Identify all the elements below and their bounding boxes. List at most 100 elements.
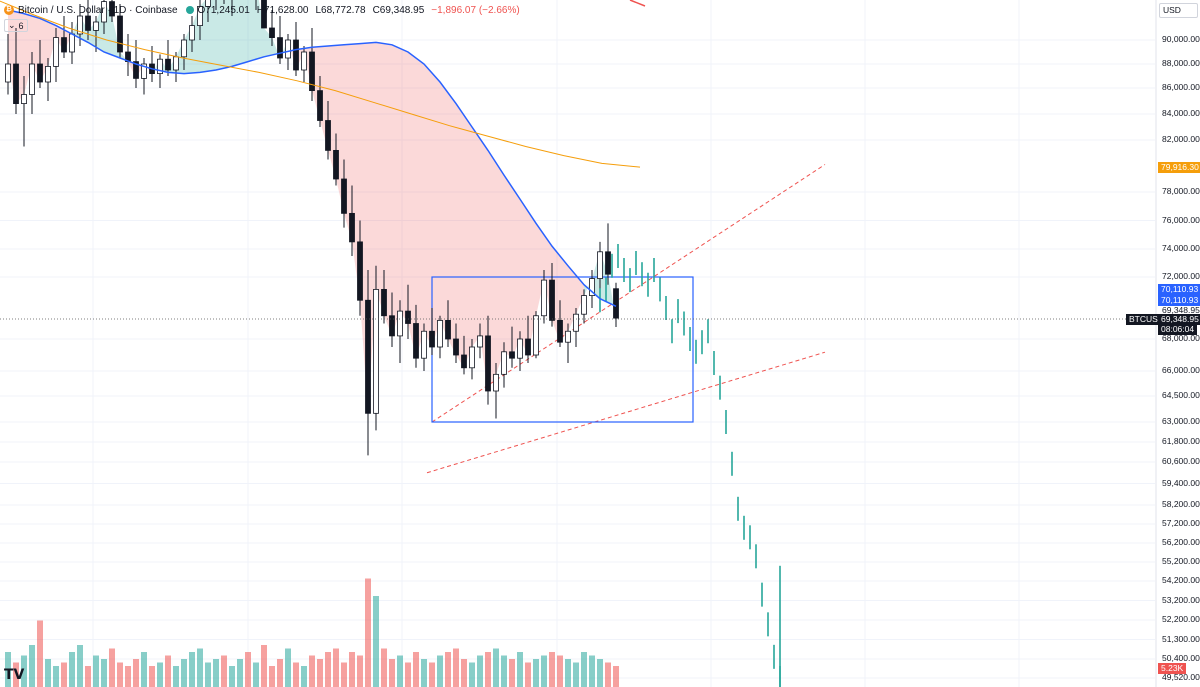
candle-body xyxy=(5,63,11,83)
candle-body xyxy=(85,15,91,31)
candle-body xyxy=(101,1,107,23)
volume-tag: 5.23K xyxy=(1158,663,1187,674)
currency-button[interactable]: USD xyxy=(1159,3,1198,18)
candle-body xyxy=(453,338,459,356)
candle-body xyxy=(277,37,283,59)
ma-fill-segment xyxy=(248,0,256,62)
candle-body xyxy=(413,323,419,359)
volume-bar xyxy=(613,666,619,687)
candle-body xyxy=(597,251,603,279)
volume-bar xyxy=(253,662,259,687)
volume-bar xyxy=(493,648,499,687)
volume-bar xyxy=(269,666,275,687)
candle-body xyxy=(117,15,123,53)
volume-bar xyxy=(565,659,571,687)
ma-short-price-tag-2: 70,110.93 xyxy=(1158,295,1200,306)
volume-bar xyxy=(69,652,75,687)
candle-body xyxy=(189,25,195,41)
candle-body xyxy=(405,310,411,324)
candle-body xyxy=(613,288,619,319)
volume-bar xyxy=(261,645,267,687)
volume-bar xyxy=(541,655,547,687)
volume-bar xyxy=(573,662,579,687)
volume-bar xyxy=(517,652,523,687)
ma-fill-segment xyxy=(392,44,400,336)
volume-bar xyxy=(461,659,467,687)
volume-bar xyxy=(165,655,171,687)
price-axis-label: 61,800.00 xyxy=(1162,436,1200,446)
volume-bar xyxy=(197,648,203,687)
volume-bar xyxy=(389,659,395,687)
price-axis-label: 88,000.00 xyxy=(1162,58,1200,68)
candle-body xyxy=(205,0,211,7)
price-axis-label: 78,000.00 xyxy=(1162,186,1200,196)
candle-body xyxy=(301,51,307,71)
last-price-label: 69,348.95 xyxy=(1162,305,1200,315)
candle-body xyxy=(469,346,475,369)
candle-body xyxy=(357,241,363,301)
candle-body xyxy=(261,0,267,29)
ma-fill-segment xyxy=(416,58,424,359)
volume-bar xyxy=(237,659,243,687)
price-axis-label: 82,000.00 xyxy=(1162,134,1200,144)
price-axis-label: 72,000.00 xyxy=(1162,271,1200,281)
candle-body xyxy=(509,351,515,359)
candle-body xyxy=(533,315,539,356)
volume-bars xyxy=(5,578,619,687)
volume-bar xyxy=(29,645,35,687)
ma-fill-segment xyxy=(216,0,224,70)
price-axis-label: 66,000.00 xyxy=(1162,365,1200,375)
candle-body xyxy=(421,330,427,359)
volume-bar xyxy=(533,659,539,687)
arrow-tail xyxy=(629,0,646,7)
countdown-tag: 08:06:04 xyxy=(1158,324,1198,335)
price-axis-label: 76,000.00 xyxy=(1162,214,1200,225)
ma-fill-segment xyxy=(24,13,32,95)
volume-bar xyxy=(597,659,603,687)
ma-fill-segment xyxy=(488,150,496,391)
ma-fill-segment xyxy=(536,223,544,316)
volume-bar xyxy=(549,652,555,687)
candle-body xyxy=(181,39,187,58)
price-axis-label: 51,300.00 xyxy=(1162,633,1200,644)
ma-fill-segment xyxy=(232,0,240,67)
price-axis-label: 58,200.00 xyxy=(1162,499,1200,509)
volume-bar xyxy=(301,666,307,687)
candle-body xyxy=(389,315,395,337)
volume-bar xyxy=(85,666,91,687)
candle-body xyxy=(45,66,51,83)
ma-long-price-tag: 79,916.30 xyxy=(1158,162,1200,173)
tradingview-logo[interactable]: TV xyxy=(4,667,25,683)
candle-body xyxy=(69,33,75,53)
ma-fill-segment xyxy=(384,43,392,336)
candle-body xyxy=(21,94,27,104)
price-axis-label: 59,400.00 xyxy=(1162,477,1200,488)
volume-bar xyxy=(61,662,67,687)
volume-bar xyxy=(421,659,427,687)
channel-lower-line xyxy=(426,351,826,474)
bitcoin-icon: ₿ xyxy=(4,5,14,15)
candle-body xyxy=(325,120,331,151)
candle-body xyxy=(461,354,467,369)
ma-fill-segment xyxy=(424,64,432,347)
volume-bar xyxy=(309,655,315,687)
volume-bar xyxy=(205,662,211,687)
last-price-tag: 69,348.95 xyxy=(1158,314,1200,325)
volume-bar xyxy=(525,662,531,687)
candle-body xyxy=(285,39,291,59)
ma-fill-segment xyxy=(48,22,56,67)
volume-bar xyxy=(557,655,563,687)
candle-body xyxy=(29,63,35,95)
candle-body xyxy=(605,251,611,275)
ma-fill-segment xyxy=(440,82,448,339)
volume-bar xyxy=(397,655,403,687)
volume-bar xyxy=(5,652,11,687)
symbol-title[interactable]: Bitcoin / U.S. Dollar · 1D · Coinbase xyxy=(18,4,178,16)
price-axis-label: 64,500.00 xyxy=(1162,390,1200,400)
indicators-toggle[interactable]: ⌄ 6 xyxy=(4,19,28,32)
candle-body xyxy=(349,212,355,243)
ma-fill-segment xyxy=(480,138,488,391)
volume-bar xyxy=(21,655,27,687)
volume-bar xyxy=(485,652,491,687)
